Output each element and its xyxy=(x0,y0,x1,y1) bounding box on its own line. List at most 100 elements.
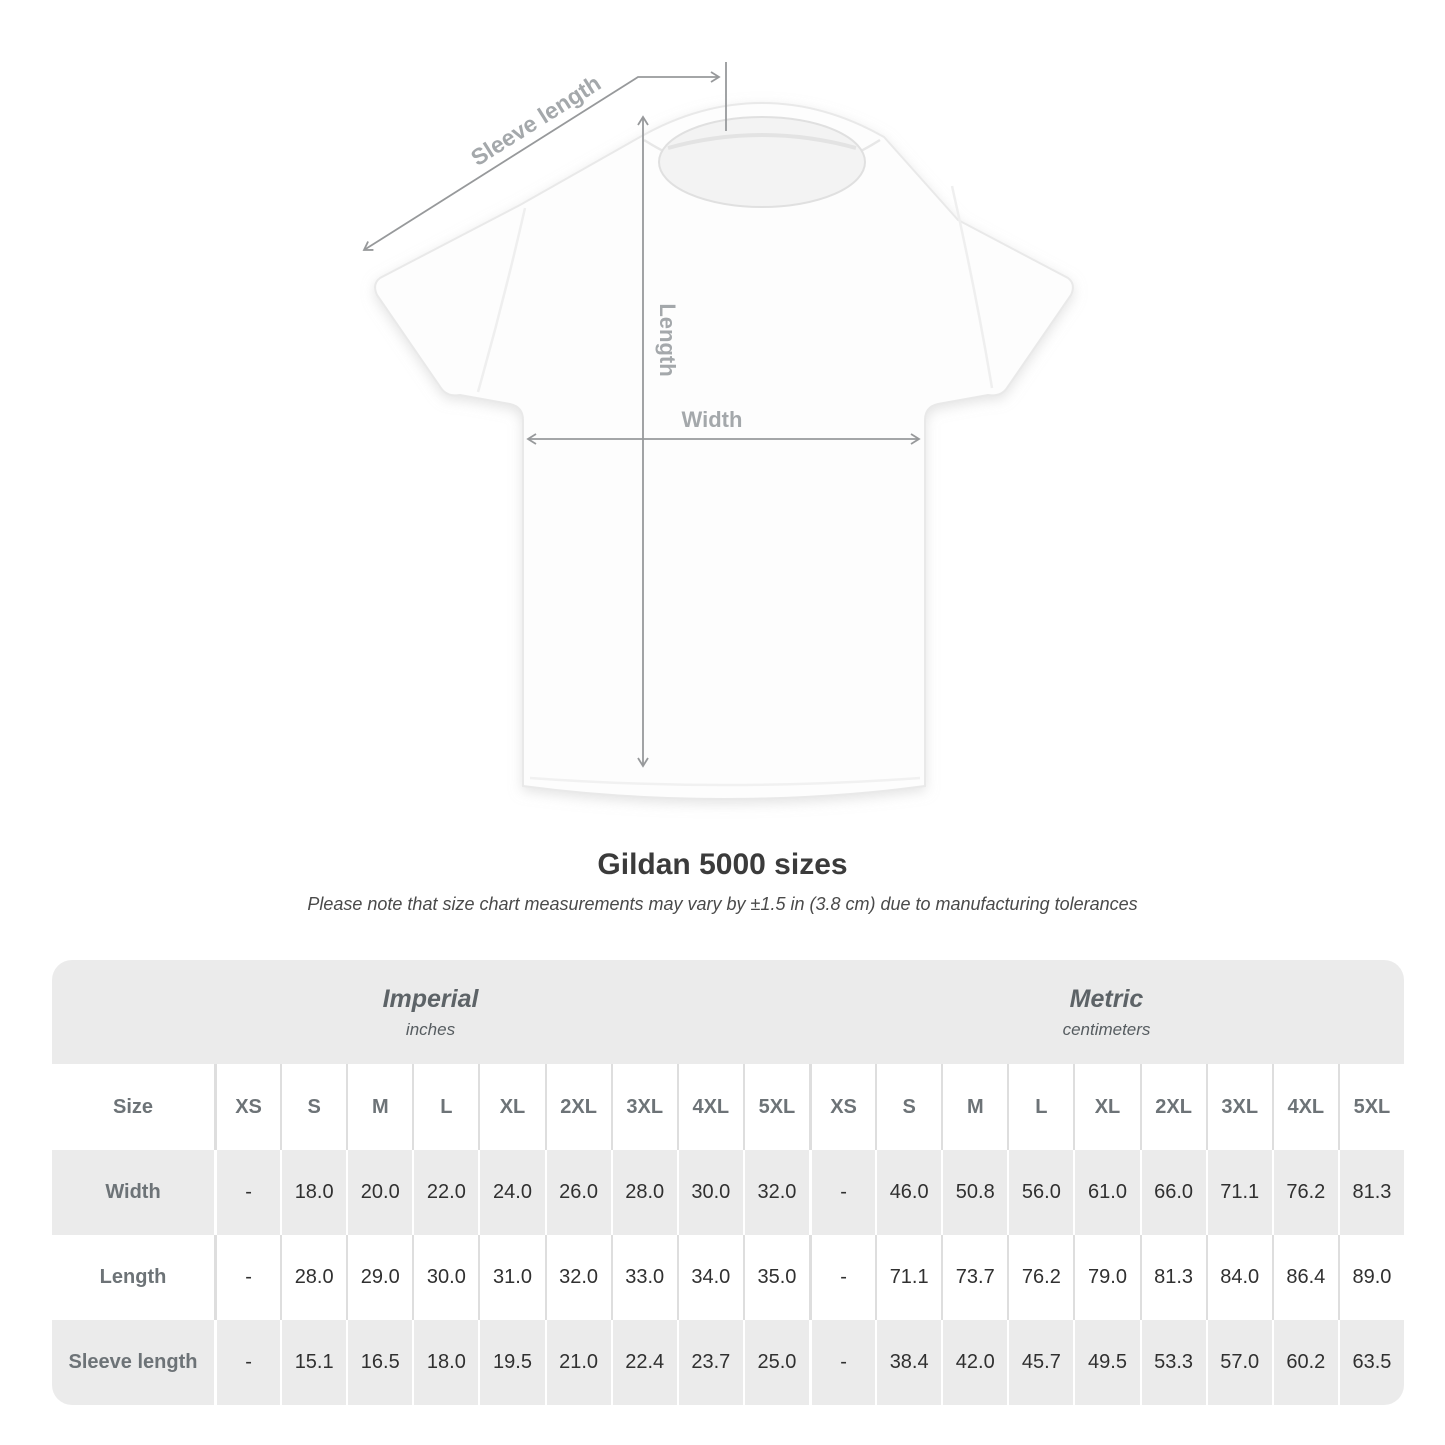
metric-value: 46.0 xyxy=(875,1150,941,1235)
metric-value: 81.3 xyxy=(1139,1235,1206,1320)
sleeve-length-arrow xyxy=(362,71,721,251)
imperial-column-header: L xyxy=(412,1064,478,1150)
right-sleeve-seam xyxy=(950,185,994,389)
metric-value: 63.5 xyxy=(1337,1320,1404,1405)
table-row: Sleeve length -15.1 16.5 18.0 19.5 21.0 22.4 23… xyxy=(52,1320,1404,1405)
imperial-column-header: 3XL xyxy=(610,1064,677,1150)
metric-value: 42.0 xyxy=(941,1320,1007,1405)
table-row: Length -28.0 29.0 30.0 31.0 32.0 33.0 34.0 35.0-… xyxy=(52,1235,1404,1320)
metric-value: 76.2 xyxy=(1271,1150,1338,1235)
imperial-column-header: XL xyxy=(478,1064,544,1150)
metric-value: 45.7 xyxy=(1007,1320,1073,1405)
collar-opening xyxy=(658,116,866,208)
metric-value: - xyxy=(809,1320,875,1405)
row-label: Sleeve length xyxy=(68,1351,198,1373)
metric-value: 71.1 xyxy=(875,1235,941,1320)
imperial-column-header: 2XL xyxy=(544,1064,611,1150)
metric-column-header: S xyxy=(875,1064,941,1150)
imperial-value: 34.0 xyxy=(676,1235,743,1320)
dimension-lines xyxy=(362,62,921,768)
imperial-value: 23.7 xyxy=(676,1320,743,1405)
length-label: Length xyxy=(655,303,680,376)
tolerance-note: Please note that size chart measurements… xyxy=(307,894,1138,914)
metric-value: 49.5 xyxy=(1073,1320,1139,1405)
imperial-column-header: M xyxy=(346,1064,412,1150)
metric-column-header: 2XL xyxy=(1139,1064,1206,1150)
imperial-value: 32.0 xyxy=(544,1235,611,1320)
row-label: Width xyxy=(105,1181,161,1203)
imperial-label: Imperial xyxy=(382,984,479,1013)
imperial-value: 16.5 xyxy=(346,1320,412,1405)
hem-stitch xyxy=(529,776,921,787)
imperial-value: 24.0 xyxy=(478,1150,544,1235)
metric-column-header: XS xyxy=(809,1064,875,1150)
unit-group-header-row: Imperial inches Metric centimeters xyxy=(52,960,1404,1064)
metric-value: 89.0 xyxy=(1337,1235,1404,1320)
metric-value: 76.2 xyxy=(1007,1235,1073,1320)
metric-value: 84.0 xyxy=(1205,1235,1272,1320)
imperial-value: 25.0 xyxy=(742,1320,809,1405)
width-label: Width xyxy=(682,407,743,432)
table-body: Width -18.0 20.0 22.0 24.0 26.0 28.0 30.0 32.0-4… xyxy=(52,1150,1404,1405)
metric-column-header: 5XL xyxy=(1337,1064,1404,1150)
metric-value: 66.0 xyxy=(1139,1150,1206,1235)
table-row: Width -18.0 20.0 22.0 24.0 26.0 28.0 30.0 32.0-4… xyxy=(52,1150,1404,1235)
imperial-value: 29.0 xyxy=(346,1235,412,1320)
metric-value: 73.7 xyxy=(941,1235,1007,1320)
metric-value: 86.4 xyxy=(1271,1235,1338,1320)
imperial-group-header: Imperial inches xyxy=(52,960,809,1064)
imperial-value: - xyxy=(214,1320,280,1405)
size-header-row: Size XS S M L XL 2XL 3XL 4XL 5XL XS S M L XL 2XL 3XL 4XL 5… xyxy=(52,1064,1404,1150)
imperial-value: 15.1 xyxy=(280,1320,346,1405)
imperial-column-header: 5XL xyxy=(742,1064,809,1150)
imperial-value: 26.0 xyxy=(544,1150,611,1235)
metric-column-header: 3XL xyxy=(1205,1064,1272,1150)
imperial-column-header: 4XL xyxy=(676,1064,743,1150)
metric-column-header: XL xyxy=(1073,1064,1139,1150)
metric-value: 61.0 xyxy=(1073,1150,1139,1235)
imperial-value: 30.0 xyxy=(412,1235,478,1320)
imperial-value: 22.4 xyxy=(610,1320,677,1405)
metric-value: 56.0 xyxy=(1007,1150,1073,1235)
imperial-value: 20.0 xyxy=(346,1150,412,1235)
size-table: Imperial inches Metric centimeters Size X… xyxy=(52,960,1404,1405)
imperial-value: 28.0 xyxy=(610,1150,677,1235)
page-title: Gildan 5000 sizes xyxy=(597,848,848,881)
size-corner-header: Size xyxy=(112,1095,154,1118)
imperial-value: 35.0 xyxy=(742,1235,809,1320)
imperial-value: 33.0 xyxy=(610,1235,677,1320)
metric-value: 60.2 xyxy=(1271,1320,1338,1405)
metric-value: 53.3 xyxy=(1139,1320,1206,1405)
metric-value: 57.0 xyxy=(1205,1320,1272,1405)
imperial-value: 30.0 xyxy=(676,1150,743,1235)
metric-label: Metric xyxy=(1069,984,1144,1013)
imperial-value: 31.0 xyxy=(478,1235,544,1320)
imperial-value: 22.0 xyxy=(412,1150,478,1235)
metric-value: 50.8 xyxy=(941,1150,1007,1235)
imperial-value: 18.0 xyxy=(280,1150,346,1235)
imperial-value: 28.0 xyxy=(280,1235,346,1320)
imperial-value: 21.0 xyxy=(544,1320,611,1405)
metric-unit: centimeters xyxy=(1062,1019,1151,1039)
metric-value: - xyxy=(809,1235,875,1320)
imperial-value: 32.0 xyxy=(742,1150,809,1235)
imperial-value: - xyxy=(214,1235,280,1320)
tshirt-diagram-svg: Sleeve length Length Width xyxy=(362,62,1074,801)
metric-group-header: Metric centimeters xyxy=(809,960,1404,1064)
metric-column-header: L xyxy=(1007,1064,1073,1150)
metric-value: 71.1 xyxy=(1205,1150,1272,1235)
imperial-value: 19.5 xyxy=(478,1320,544,1405)
metric-value: - xyxy=(809,1150,875,1235)
row-label: Length xyxy=(99,1266,167,1288)
sleeve-length-label: Sleeve length xyxy=(466,70,605,171)
metric-column-header: M xyxy=(941,1064,1007,1150)
metric-value: 79.0 xyxy=(1073,1235,1139,1320)
imperial-value: - xyxy=(214,1150,280,1235)
metric-value: 81.3 xyxy=(1337,1150,1404,1235)
metric-column-header: 4XL xyxy=(1271,1064,1338,1150)
tshirt-diagram: Sleeve length Length Width xyxy=(362,62,1074,801)
imperial-column-header: S xyxy=(280,1064,346,1150)
imperial-unit: inches xyxy=(405,1019,456,1039)
tshirt-outline xyxy=(374,101,1074,801)
